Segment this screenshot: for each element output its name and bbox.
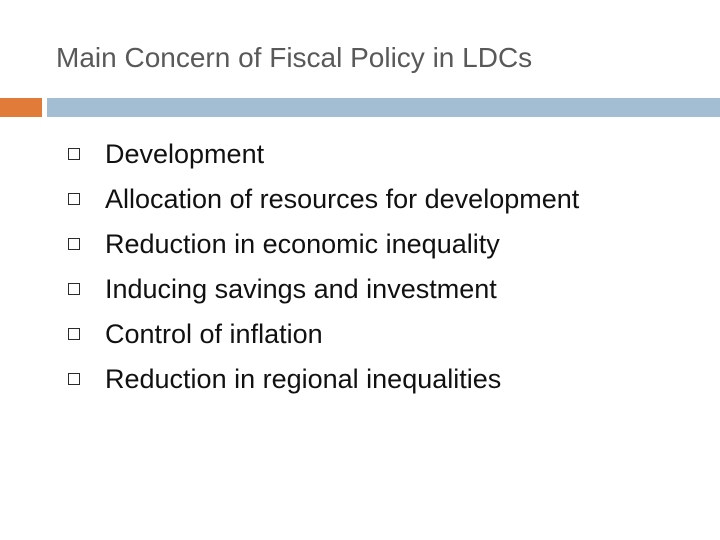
list-item: Inducing savings and investment (66, 266, 579, 311)
bullet-list: Development Allocation of resources for … (66, 131, 579, 401)
list-item: Allocation of resources for development (66, 176, 579, 221)
slide-title: Main Concern of Fiscal Policy in LDCs (56, 42, 533, 73)
bullet-text: Development (105, 138, 265, 169)
square-bullet-icon (68, 147, 80, 160)
bullet-text: Reduction in regional inequalities (105, 363, 502, 394)
square-bullet-icon (68, 327, 80, 340)
list-item: Reduction in economic inequality (66, 221, 579, 266)
bullet-text: Control of inflation (105, 318, 323, 349)
square-bullet-icon (68, 372, 80, 385)
square-bullet-icon (68, 282, 80, 295)
bullet-text: Reduction in economic inequality (105, 228, 500, 259)
square-bullet-icon (68, 192, 80, 205)
list-item: Development (66, 131, 579, 176)
bullet-text: Allocation of resources for development (105, 183, 580, 214)
accent-bar-blue (47, 98, 720, 117)
accent-bar-orange (0, 98, 42, 117)
square-bullet-icon (68, 237, 80, 250)
list-item: Reduction in regional inequalities (66, 356, 579, 401)
bullet-text: Inducing savings and investment (105, 273, 497, 304)
list-item: Control of inflation (66, 311, 579, 356)
